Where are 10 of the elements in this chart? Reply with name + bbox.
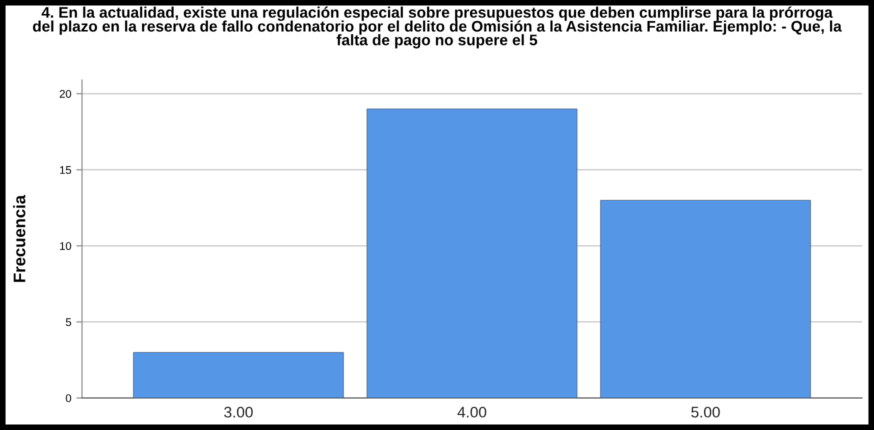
y-tick-label: 20 <box>60 90 72 98</box>
chart-title: 4. En la actualidad, existe una regulación especial sobre presupuestos que deben cumplirse para la prórroga del plazo en la reserva de fallo condenatorio por el delito de Omisión a la Asistencia Familiar. Ejemplo: - Que, la falta de pago no supere el 5 <box>32 6 842 48</box>
x-tick-label: 5.00 <box>691 406 720 418</box>
y-tick-label: 15 <box>60 166 72 174</box>
y-tick-label: 5 <box>66 318 72 326</box>
x-tick-label: 4.00 <box>457 406 486 418</box>
y-axis-title: Frecuencia <box>13 194 26 282</box>
y-tick-label: 0 <box>66 394 72 402</box>
y-tick-label: 10 <box>60 242 72 250</box>
x-tick-label: 3.00 <box>224 406 253 418</box>
